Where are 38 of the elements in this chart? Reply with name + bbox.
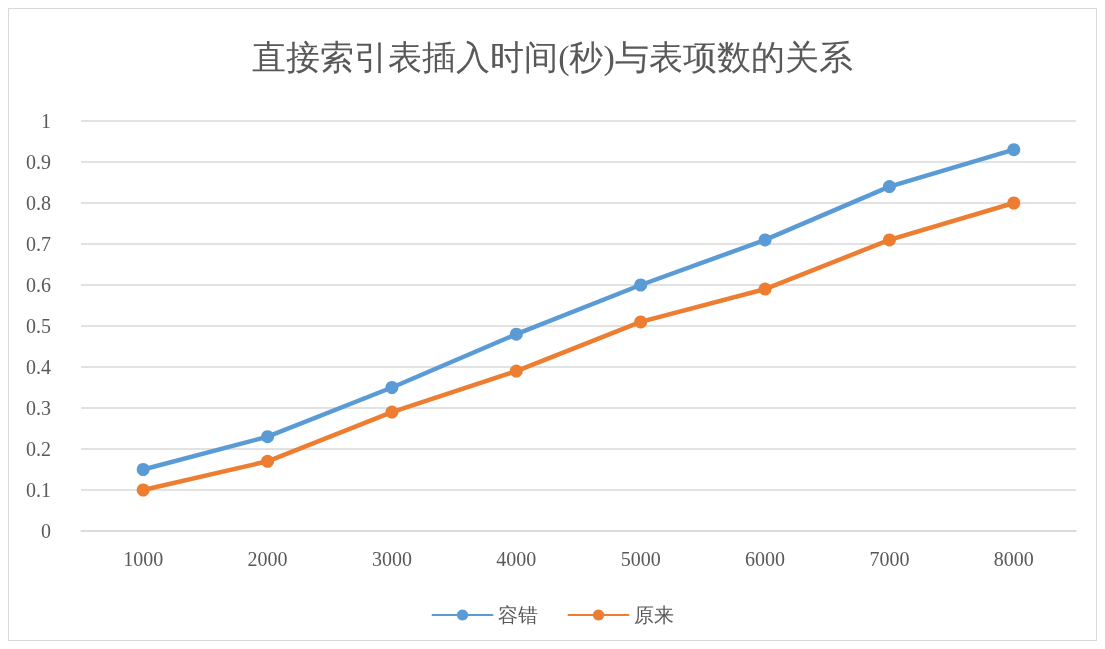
- x-tick-label: 5000: [620, 548, 661, 570]
- x-tick-label: 3000: [371, 548, 412, 570]
- point: [1007, 196, 1021, 210]
- point: [261, 430, 275, 444]
- y-tick-label: 0.2: [26, 438, 51, 460]
- legend-label: 原来: [633, 604, 674, 626]
- point: [385, 405, 399, 419]
- chart-title: 直接索引表插入时间(秒)与表项数的关系: [252, 38, 853, 77]
- y-tick-label: 1: [41, 110, 51, 132]
- y-tick-label: 0.5: [26, 315, 51, 337]
- x-tick-label: 2000: [247, 548, 288, 570]
- point: [882, 233, 896, 247]
- y-tick-label: 0.3: [26, 397, 51, 419]
- point: [136, 463, 150, 476]
- y-tick-label: 0.7: [26, 233, 51, 255]
- point: [758, 282, 772, 296]
- point: [261, 454, 275, 468]
- x-tick-label: 6000: [745, 548, 786, 570]
- y-tick-label: 0.1: [26, 479, 51, 501]
- point: [634, 278, 648, 292]
- y-tick-label: 0.6: [26, 274, 51, 296]
- y-tick-label: 0: [41, 520, 51, 542]
- point: [509, 327, 523, 341]
- point: [385, 381, 399, 394]
- x-tick-label: 1000: [123, 548, 164, 570]
- point: [1007, 143, 1021, 157]
- point: [634, 315, 648, 329]
- y-tick-label: 0.8: [26, 192, 51, 214]
- point: [758, 233, 772, 247]
- x-tick-label: 4000: [496, 548, 537, 570]
- point: [882, 180, 896, 194]
- x-tick-label: 8000: [993, 548, 1034, 570]
- x-tick-label: 7000: [869, 548, 910, 570]
- point: [509, 364, 523, 378]
- legend-label: 容错: [497, 604, 538, 626]
- y-tick-label: 0.9: [26, 151, 51, 173]
- point: [136, 483, 150, 497]
- y-tick-label: 0.4: [26, 356, 51, 378]
